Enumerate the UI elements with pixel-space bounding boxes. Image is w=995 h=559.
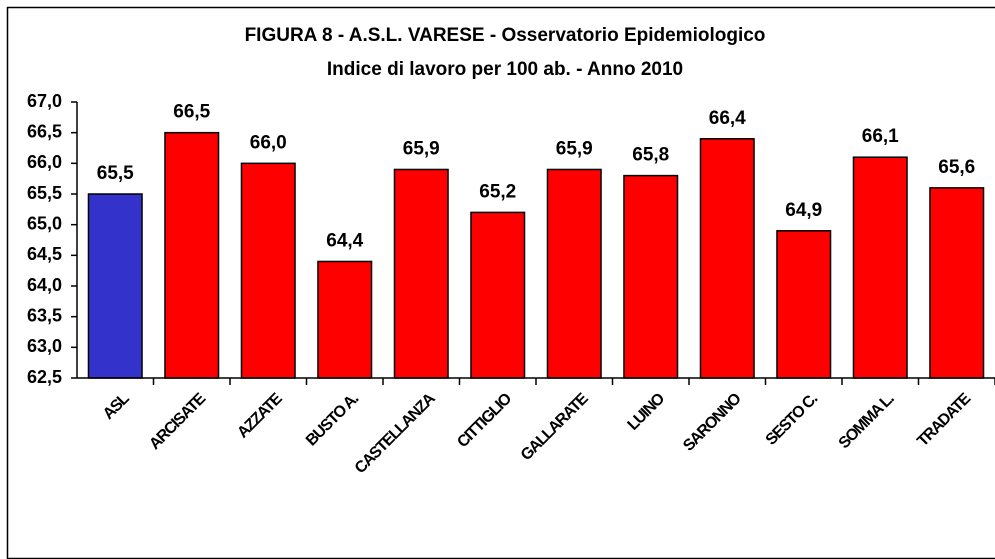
y-tick-label: 64,5 [27, 244, 62, 264]
value-label: 66,4 [709, 108, 746, 129]
y-tick-label: 63,0 [27, 336, 62, 356]
value-label: 64,4 [326, 230, 363, 251]
bar [164, 131, 220, 379]
bar [776, 230, 832, 379]
bar [929, 187, 985, 379]
bar [470, 211, 526, 379]
bar [852, 156, 908, 379]
value-label: 66,0 [250, 132, 287, 153]
bar [546, 168, 602, 379]
y-tick-label: 62,5 [27, 367, 62, 387]
bar [240, 162, 296, 379]
bar [393, 168, 449, 379]
bar [87, 193, 143, 379]
bar [317, 260, 373, 379]
value-label: 64,9 [785, 200, 822, 221]
y-tick-label: 66,0 [27, 152, 62, 172]
y-tick-label: 66,5 [27, 121, 62, 141]
bar [699, 138, 755, 379]
y-tick-label: 65,0 [27, 213, 62, 233]
value-label: 65,2 [479, 181, 516, 202]
value-label: 66,1 [862, 126, 899, 147]
y-tick-label: 65,5 [27, 183, 62, 203]
y-tick-label: 67,0 [27, 91, 62, 111]
bar [623, 174, 679, 379]
chart-title: FIGURA 8 - A.S.L. VARESE - Osservatorio … [245, 25, 766, 46]
chart-subtitle: Indice di lavoro per 100 ab. - Anno 2010 [327, 59, 683, 80]
value-label: 65,9 [556, 138, 593, 159]
value-label: 65,5 [97, 163, 134, 184]
y-tick-label: 64,0 [27, 275, 62, 295]
y-tick-label: 63,5 [27, 305, 62, 325]
value-label: 65,6 [938, 157, 975, 178]
value-label: 65,9 [403, 138, 440, 159]
value-label: 66,5 [173, 102, 210, 123]
value-label: 65,8 [632, 145, 669, 166]
